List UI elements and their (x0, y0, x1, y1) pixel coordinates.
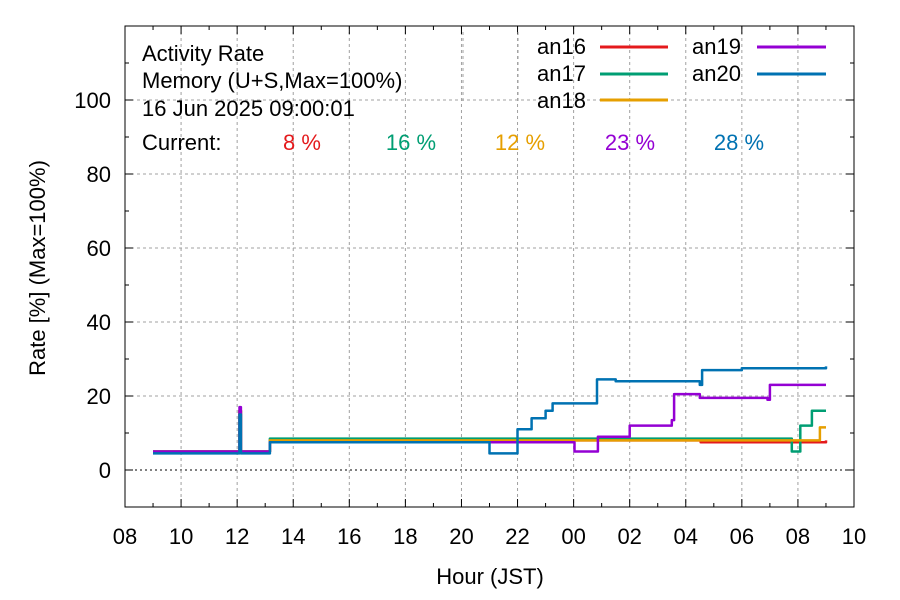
x-tick-label: 18 (393, 524, 417, 549)
legend-label-an20: an20 (692, 61, 741, 86)
x-tick-label: 08 (113, 524, 137, 549)
x-tick-label: 22 (505, 524, 529, 549)
y-tick-label: 80 (87, 162, 111, 187)
legend-label-an19: an19 (692, 34, 741, 59)
y-tick-label: 0 (99, 458, 111, 483)
x-tick-label: 10 (842, 524, 866, 549)
x-tick-label: 04 (674, 524, 698, 549)
x-tick-label: 06 (730, 524, 754, 549)
x-tick-label: 20 (449, 524, 473, 549)
current-value-an17: 16 % (386, 130, 436, 155)
x-tick-label: 12 (225, 524, 249, 549)
y-axis-label: Rate [%] (Max=100%) (25, 160, 50, 376)
chart-timestamp: 16 Jun 2025 09:00:01 (142, 96, 355, 121)
y-tick-label: 100 (74, 88, 111, 113)
series-line-an20 (153, 366, 828, 455)
current-value-an18: 12 % (495, 130, 545, 155)
x-axis-label: Hour (JST) (436, 564, 544, 589)
current-value-an16: 8 % (283, 130, 321, 155)
chart-subtitle: Memory (U+S,Max=100%) (142, 68, 402, 93)
legend-label-an17: an17 (537, 61, 586, 86)
current-value-an20: 28 % (714, 130, 764, 155)
y-tick-label: 60 (87, 236, 111, 261)
legend-label-an18: an18 (537, 88, 586, 113)
x-tick-label: 02 (617, 524, 641, 549)
current-label: Current: (142, 130, 221, 155)
series-lines (153, 366, 828, 455)
x-tick-label: 14 (281, 524, 305, 549)
axis-ticks: 0 20 40 60 80 100 08 10 12 14 16 18 20 22 00 02 04 06 08 10 (74, 25, 866, 549)
x-tick-label: 08 (786, 524, 810, 549)
x-tick-label: 10 (169, 524, 193, 549)
current-values: 8 % 16 % 12 % 23 % 28 % (283, 130, 764, 155)
x-tick-label: 00 (561, 524, 585, 549)
y-tick-label: 20 (87, 384, 111, 409)
y-tick-label: 40 (87, 310, 111, 335)
chart-title: Activity Rate (142, 41, 264, 66)
x-tick-label: 16 (337, 524, 361, 549)
current-value-an19: 23 % (605, 130, 655, 155)
legend-label-an16: an16 (537, 34, 586, 59)
grid (125, 26, 854, 507)
